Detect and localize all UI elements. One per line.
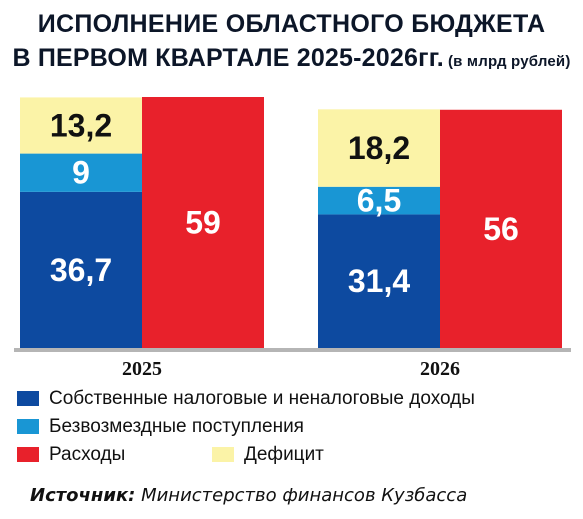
data-label-own-revenue-2025: 36,7 bbox=[50, 252, 112, 288]
bar-expenses-2026 bbox=[440, 109, 562, 348]
data-label-expenses-2025: 59 bbox=[185, 205, 221, 241]
bar-deficit-2025 bbox=[20, 97, 142, 154]
source-note: Источник: Министерство финансов Кузбасса bbox=[30, 485, 467, 506]
bar-transfers-2025 bbox=[20, 153, 142, 192]
legend-label-expenses: Расходы bbox=[49, 444, 126, 465]
legend-swatch-transfers bbox=[17, 419, 39, 434]
data-label-deficit-2025: 13,2 bbox=[50, 108, 112, 144]
x-axis-line bbox=[14, 348, 571, 352]
legend-item-own-revenue: Собственные налоговые и неналоговые дохо… bbox=[17, 389, 475, 408]
legend-label-deficit: Дефицит bbox=[244, 444, 324, 465]
legend-swatch-expenses bbox=[17, 447, 39, 462]
legend-swatch-own-revenue bbox=[17, 391, 39, 406]
bar-own-revenue-2026 bbox=[318, 214, 440, 348]
x-tick-label-2026: 2026 bbox=[420, 358, 460, 380]
legend-item-deficit: Дефицит bbox=[212, 445, 324, 464]
chart-title-line2: В ПЕРВОМ КВАРТАЛЕ 2025-2026гг. (в млрд ру… bbox=[0, 46, 583, 71]
source-text: Министерство финансов Кузбасса bbox=[135, 485, 468, 506]
budget-bar-chart: 36,7 9 13,2 59 2025 31,4 6,5 18,2 56 2026 bbox=[14, 97, 571, 380]
legend-item-transfers: Безвозмездные поступления bbox=[17, 417, 304, 436]
data-label-expenses-2026: 56 bbox=[483, 211, 519, 247]
chart-legend: Собственные налоговые и неналоговые дохо… bbox=[17, 386, 577, 476]
chart-title-unit: (в млрд рублей) bbox=[447, 53, 571, 70]
bar-expenses-2025 bbox=[142, 97, 264, 348]
chart-title-period: В ПЕРВОМ КВАРТАЛЕ 2025-2026гг. bbox=[12, 44, 444, 72]
bar-own-revenue-2025 bbox=[20, 191, 142, 348]
bar-transfers-2026 bbox=[318, 186, 440, 215]
legend-label-transfers: Безвозмездные поступления bbox=[49, 416, 304, 437]
legend-item-expenses: Расходы bbox=[17, 445, 125, 464]
legend-label-own-revenue: Собственные налоговые и неналоговые дохо… bbox=[49, 388, 475, 409]
x-tick-label-2025: 2025 bbox=[122, 358, 162, 380]
chart-title-line1: ИСПОЛНЕНИЕ ОБЛАСТНОГО БЮДЖЕТА bbox=[37, 10, 546, 38]
data-label-transfers-2025: 9 bbox=[72, 155, 90, 191]
data-label-own-revenue-2026: 31,4 bbox=[348, 263, 410, 299]
data-label-transfers-2026: 6,5 bbox=[357, 183, 401, 219]
legend-swatch-deficit bbox=[212, 447, 234, 462]
bar-deficit-2026 bbox=[318, 109, 440, 187]
data-label-deficit-2026: 18,2 bbox=[348, 130, 410, 166]
source-label: Источник: bbox=[30, 485, 136, 506]
